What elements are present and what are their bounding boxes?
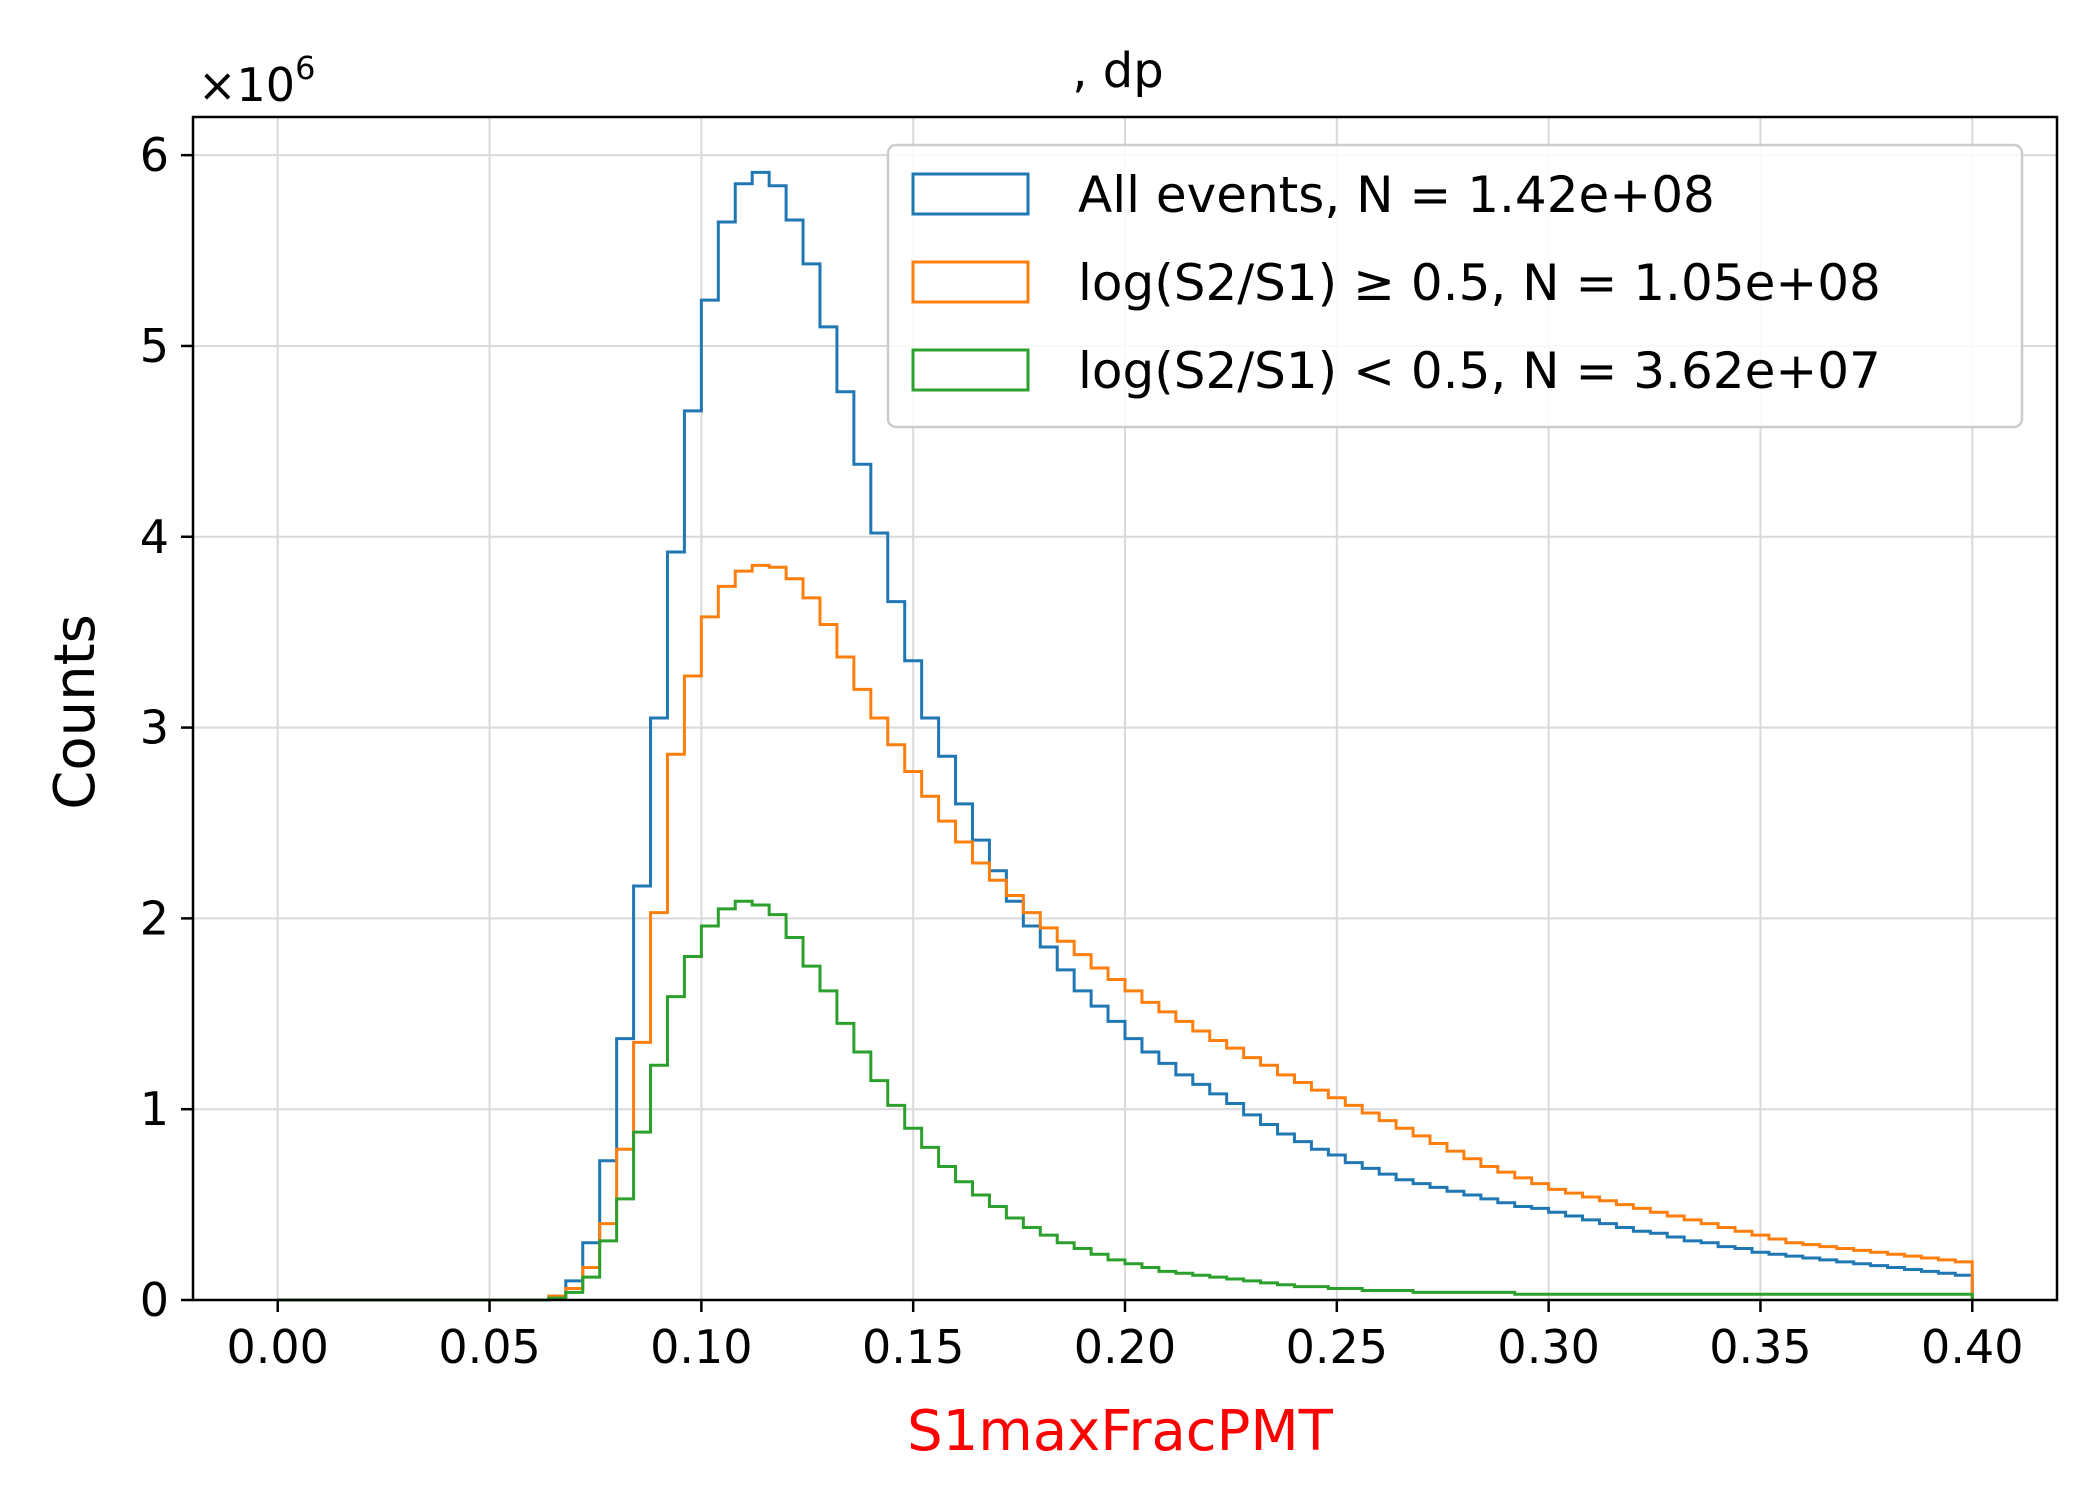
x-tick-label: 0.25 — [1286, 1320, 1388, 1374]
chart-title: , dp — [1072, 43, 1163, 99]
x-tick-label: 0.35 — [1709, 1320, 1811, 1374]
series-line-2 — [277, 899, 1974, 1302]
legend-label-0: All events, N = 1.42e+08 — [1078, 166, 1715, 224]
legend-label-1: log(S2/S1) ≥ 0.5, N = 1.05e+08 — [1078, 254, 1881, 312]
legend-swatch-1 — [911, 260, 1030, 304]
x-axis-ticks: 0.00 0.05 0.10 0.15 0.20 0.25 0.30 0.35 0.40 — [227, 1300, 2023, 1374]
x-tick-label: 0.20 — [1074, 1320, 1176, 1374]
legend-swatch-0 — [911, 172, 1030, 216]
series-line-0 — [277, 170, 1974, 1302]
x-axis-title: S1maxFracPMT — [907, 1399, 1334, 1464]
y-axis-multiplier: ×106 — [198, 49, 315, 112]
y-axis-title: Counts — [43, 614, 108, 809]
x-tick-label: 0.10 — [650, 1320, 752, 1374]
x-tick-label: 0.15 — [862, 1320, 964, 1374]
y-tick-label: 3 — [140, 701, 169, 755]
y-axis-ticks: 0 1 2 3 4 5 6 — [140, 128, 193, 1327]
y-tick-label: 2 — [140, 891, 169, 945]
y-tick-label: 5 — [140, 319, 169, 373]
y-tick-label: 1 — [140, 1082, 169, 1136]
series-layer — [277, 170, 1974, 1302]
y-tick-label: 6 — [140, 128, 169, 182]
y-tick-label: 0 — [140, 1273, 169, 1327]
series-line-1 — [277, 563, 1974, 1302]
legend-label-2: log(S2/S1) < 0.5, N = 3.62e+07 — [1078, 342, 1881, 400]
x-tick-label: 0.30 — [1497, 1320, 1599, 1374]
x-tick-label: 0.05 — [438, 1320, 540, 1374]
x-tick-label: 0.00 — [227, 1320, 329, 1374]
legend: All events, N = 1.42e+08 log(S2/S1) ≥ 0.5… — [886, 143, 2024, 429]
legend-frame — [886, 143, 2024, 429]
x-tick-label: 0.40 — [1921, 1320, 2023, 1374]
y-tick-label: 4 — [140, 510, 169, 564]
legend-swatch-2 — [911, 348, 1030, 392]
